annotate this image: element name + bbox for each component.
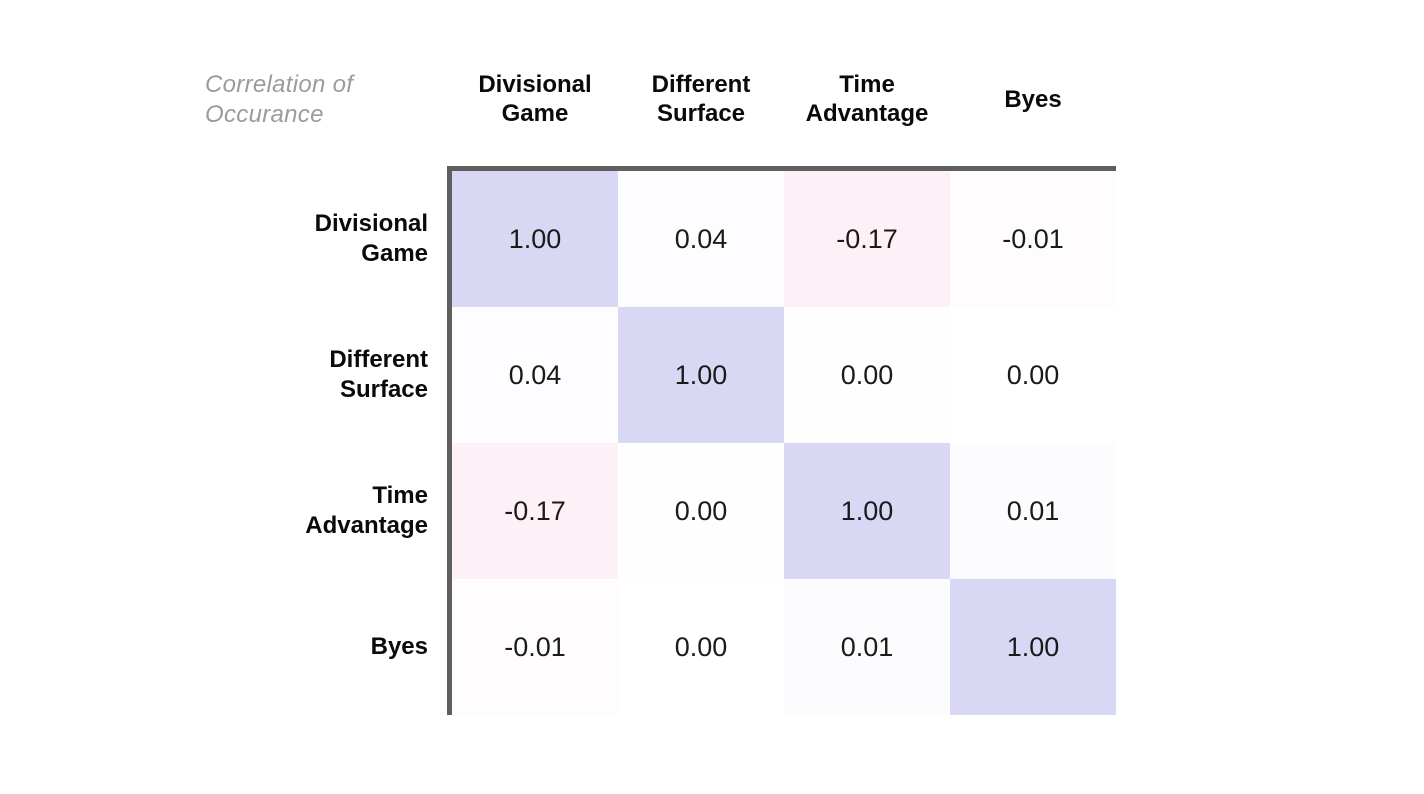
column-headers: Divisional Game Different Surface Time A… (452, 62, 1116, 138)
column-header-label: Divisional Game (478, 71, 592, 127)
column-header-time-advantage: Time Advantage (784, 62, 950, 138)
column-header-label: Different Surface (651, 71, 751, 127)
correlation-matrix: 1.00 0.04 -0.17 -0.01 0.04 1.00 0.00 0.0… (447, 166, 1116, 715)
row-label-byes: Byes (0, 579, 428, 715)
matrix-cell: 0.00 (784, 307, 950, 443)
matrix-cell: -0.01 (452, 579, 618, 715)
row-label-different-surface: Different Surface (0, 307, 428, 443)
matrix-cell: 0.01 (784, 579, 950, 715)
matrix-cell: 0.04 (452, 307, 618, 443)
column-header-divisional-game: Divisional Game (452, 62, 618, 138)
matrix-cell: 0.00 (618, 443, 784, 579)
matrix-cell: 0.00 (618, 579, 784, 715)
chart-title: Correlation of Occurance (205, 71, 354, 128)
row-label-divisional-game: Divisional Game (0, 171, 428, 307)
matrix-cell: 1.00 (950, 579, 1116, 715)
column-header-byes: Byes (950, 62, 1116, 138)
matrix-cell: 1.00 (618, 307, 784, 443)
row-label-time-advantage: Time Advantage (0, 443, 428, 579)
column-header-different-surface: Different Surface (618, 62, 784, 138)
row-label-text: Byes (370, 633, 428, 660)
matrix-cell: 0.04 (618, 171, 784, 307)
matrix-cell: -0.01 (950, 171, 1116, 307)
column-header-label: Time Advantage (805, 71, 929, 127)
matrix-cell: 1.00 (452, 171, 618, 307)
matrix-cell: 1.00 (784, 443, 950, 579)
row-label-text: Different Surface (329, 346, 428, 403)
matrix-cell: 0.01 (950, 443, 1116, 579)
matrix-cell: -0.17 (784, 171, 950, 307)
row-labels: Divisional Game Different Surface Time A… (0, 171, 428, 715)
matrix-cell: 0.00 (950, 307, 1116, 443)
matrix-cell: -0.17 (452, 443, 618, 579)
row-label-text: Time Advantage (305, 482, 428, 539)
row-label-text: Divisional Game (314, 210, 428, 267)
column-header-label: Byes (1004, 85, 1062, 113)
